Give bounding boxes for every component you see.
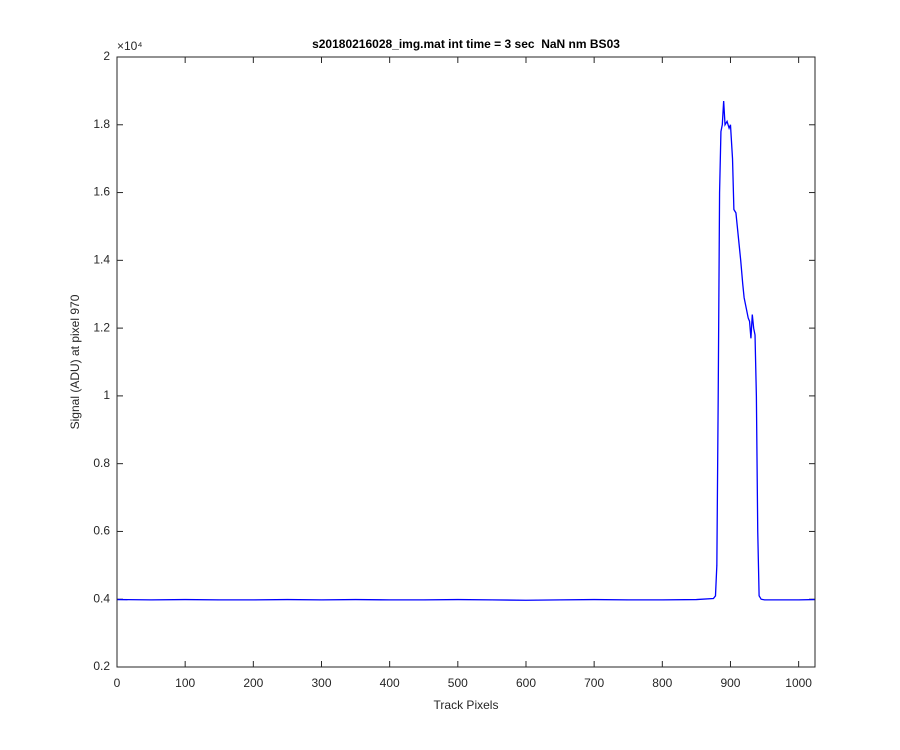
x-tick-label: 600 xyxy=(516,676,536,690)
data-line xyxy=(116,101,816,601)
x-tick-label: 700 xyxy=(584,676,604,690)
axes-box xyxy=(116,56,816,668)
y-tick-label: 0.4 xyxy=(93,591,110,605)
y-tick-label: 1.2 xyxy=(93,320,110,334)
x-tick-label: 100 xyxy=(175,676,195,690)
y-tick-label: 0.2 xyxy=(93,659,110,673)
y-tick-label: 1.4 xyxy=(93,253,110,267)
x-axis-label: Track Pixels xyxy=(434,698,499,712)
y-tick-label: 1 xyxy=(103,388,110,402)
x-tick-label: 400 xyxy=(380,676,400,690)
y-tick-label: 1.6 xyxy=(93,185,110,199)
chart-title: s20180216028_img.mat int time = 3 sec Na… xyxy=(312,37,620,51)
y-exponent-label: ×10⁴ xyxy=(117,39,143,53)
y-tick-label: 1.8 xyxy=(93,117,110,131)
x-tick-label: 300 xyxy=(311,676,331,690)
x-tick-label: 1000 xyxy=(785,676,812,690)
y-tick-label: 2 xyxy=(103,49,110,63)
y-tick-label: 0.6 xyxy=(93,524,110,538)
y-axis-label: Signal (ADU) at pixel 970 xyxy=(68,294,82,429)
x-tick-label: 500 xyxy=(448,676,468,690)
x-tick-label: 200 xyxy=(243,676,263,690)
x-tick-label: 800 xyxy=(652,676,672,690)
x-tick-label: 900 xyxy=(720,676,740,690)
x-tick-label: 0 xyxy=(114,676,121,690)
y-tick-label: 0.8 xyxy=(93,456,110,470)
